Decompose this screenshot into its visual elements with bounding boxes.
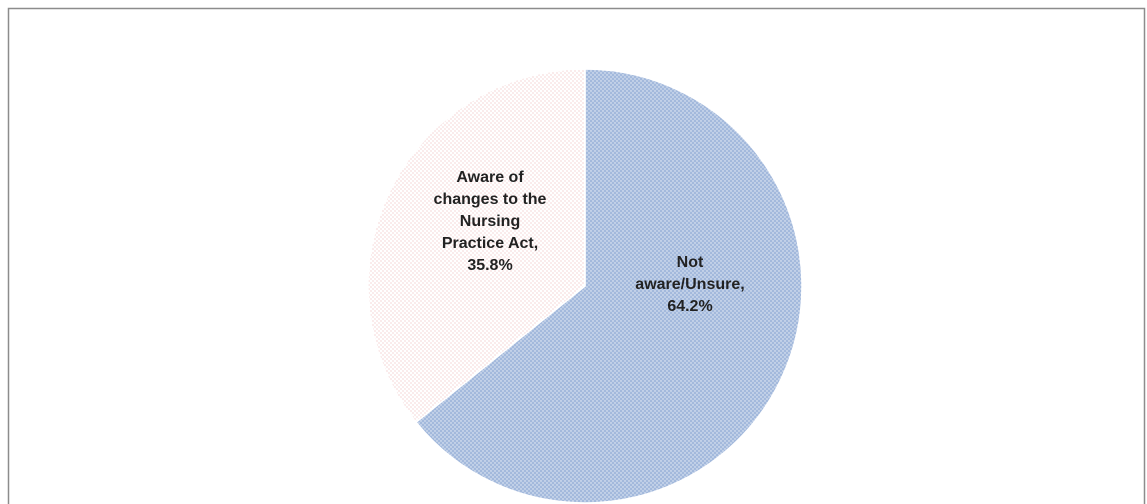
pie-slice — [415, 68, 803, 504]
data-label: Not aware/Unsure, 64.2% — [625, 252, 755, 318]
value-label: 64.2% — [667, 298, 713, 315]
data-label: Aware of changes to the Nursing Practice… — [428, 167, 553, 277]
value-label: 35.8% — [467, 257, 513, 274]
category-label: Aware of changes to the Nursing Practice… — [433, 169, 547, 252]
pie-slice — [367, 68, 586, 424]
category-label: Not aware/Unsure, — [635, 254, 745, 293]
